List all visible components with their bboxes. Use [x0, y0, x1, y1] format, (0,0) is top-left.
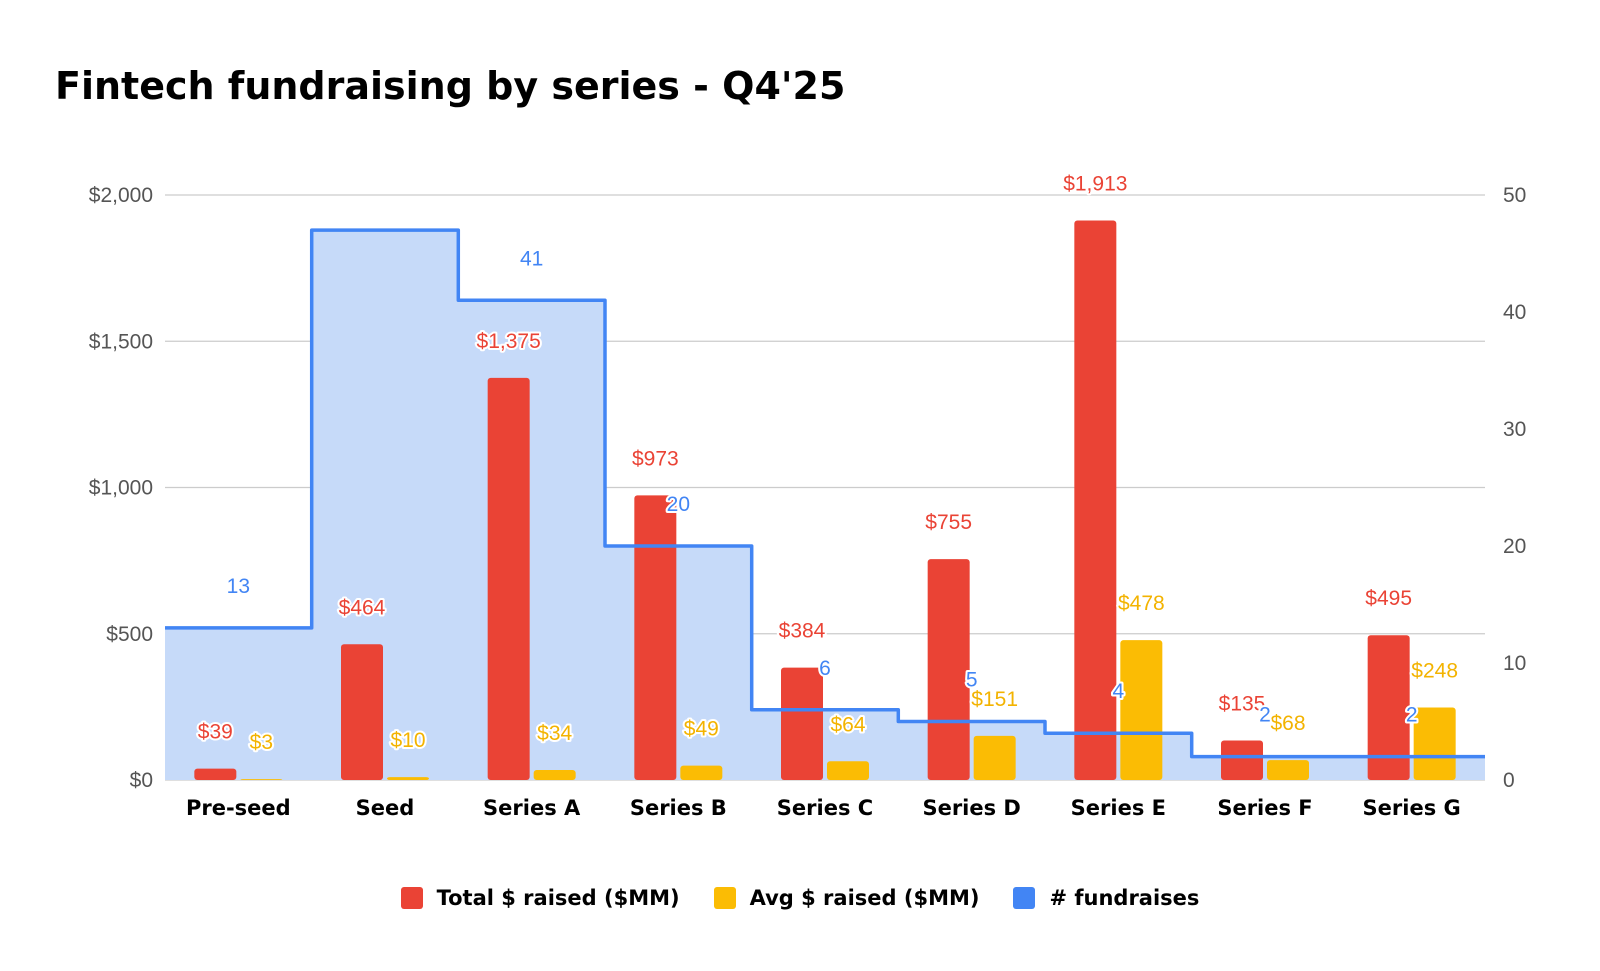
data-label-total-2: $1,375: [477, 330, 541, 353]
legend-item-avg[interactable]: Avg $ raised ($MM): [713, 886, 980, 910]
data-label-total-0: $39: [198, 721, 233, 744]
right-axis-tick-3: 30: [1503, 418, 1526, 441]
x-axis-category-8: Series G: [1363, 796, 1461, 820]
right-axis-tick-0: 0: [1503, 769, 1515, 792]
data-label-total-6: $1,913: [1063, 172, 1127, 195]
legend-swatch-avg: [713, 887, 736, 909]
bar-avg-1: [387, 777, 429, 780]
x-axis-category-4: Series C: [777, 796, 873, 820]
bar-total-3: [634, 495, 677, 780]
x-axis-category-1: Seed: [356, 796, 415, 820]
data-label-total-7: $135: [1219, 693, 1266, 716]
left-axis-tick-2: $1,000: [89, 477, 153, 500]
data-label-avg-6: $478: [1118, 592, 1165, 615]
left-axis-tick-0: $0: [130, 769, 153, 792]
bar-total-8: [1367, 635, 1410, 780]
data-label-count-5: 5: [966, 669, 978, 692]
x-axis-category-0: Pre-seed: [186, 796, 291, 820]
bar-avg-8: [1413, 707, 1456, 780]
data-label-avg-3: $49: [684, 718, 719, 741]
bar-total-2: [487, 377, 530, 780]
data-label-avg-7: $68: [1270, 712, 1305, 735]
right-axis-tick-2: 20: [1503, 535, 1526, 558]
data-label-count-7: 2: [1259, 704, 1271, 727]
bar-avg-2: [533, 770, 576, 780]
bar-avg-5: [973, 735, 1016, 780]
bar-total-4: [781, 667, 823, 780]
left-axis-tick-4: $2,000: [89, 184, 153, 207]
bar-total-7: [1221, 740, 1263, 780]
data-label-count-2: 41: [520, 247, 543, 270]
bar-total-5: [927, 559, 970, 780]
x-axis-category-3: Series B: [630, 796, 727, 820]
left-axis-tick-3: $1,500: [89, 330, 153, 353]
bar-avg-7: [1267, 760, 1309, 780]
left-axis-tick-1: $500: [106, 623, 153, 646]
bar-avg-6: [1120, 640, 1163, 780]
legend-item-count[interactable]: # fundraises: [1013, 886, 1199, 910]
bar-total-6: [1074, 220, 1117, 780]
right-axis-tick-4: 40: [1503, 301, 1526, 324]
data-label-avg-2: $34: [537, 722, 572, 745]
data-label-avg-1: $10: [390, 729, 425, 752]
chart-legend: Total $ raised ($MM) Avg $ raised ($MM) …: [0, 886, 1600, 910]
x-axis-category-2: Series A: [483, 796, 581, 820]
count-series-line: [165, 228, 1485, 759]
data-label-count-3: 20: [667, 493, 690, 516]
data-label-avg-0: $3: [250, 731, 273, 754]
chart-title: Fintech fundraising by series - Q4'25: [55, 64, 846, 108]
legend-swatch-count: [1013, 887, 1036, 909]
data-label-count-6: 4: [1112, 680, 1124, 703]
data-label-total-4: $384: [779, 620, 826, 643]
bar-avg-0: [240, 779, 283, 780]
bar-avg-3: [680, 765, 723, 780]
legend-item-total[interactable]: Total $ raised ($MM): [400, 886, 680, 910]
legend-swatch-total: [400, 887, 423, 909]
x-axis-category-7: Series F: [1217, 796, 1312, 820]
right-axis-tick-5: 50: [1503, 184, 1526, 207]
bar-total-0: [194, 768, 237, 780]
data-label-avg-4: $64: [830, 713, 865, 736]
data-label-total-1: $464: [339, 596, 386, 619]
legend-label-total: Total $ raised ($MM): [436, 886, 680, 910]
legend-label-count: # fundraises: [1049, 886, 1200, 910]
data-label-avg-8: $248: [1411, 659, 1458, 682]
data-label-count-8: 2: [1406, 704, 1418, 727]
data-label-total-5: $755: [925, 511, 972, 534]
x-axis-category-6: Series E: [1071, 796, 1166, 820]
bar-avg-4: [827, 761, 869, 780]
x-axis-category-5: Series D: [922, 796, 1020, 820]
bar-total-1: [341, 644, 383, 780]
data-label-total-3: $973: [632, 447, 679, 470]
data-label-avg-5: $151: [971, 688, 1018, 711]
right-axis-tick-1: 10: [1503, 652, 1526, 675]
data-label-count-4: 6: [819, 657, 831, 680]
legend-label-avg: Avg $ raised ($MM): [749, 886, 980, 910]
data-label-total-8: $495: [1365, 587, 1412, 610]
data-label-count-0: 13: [227, 575, 250, 598]
